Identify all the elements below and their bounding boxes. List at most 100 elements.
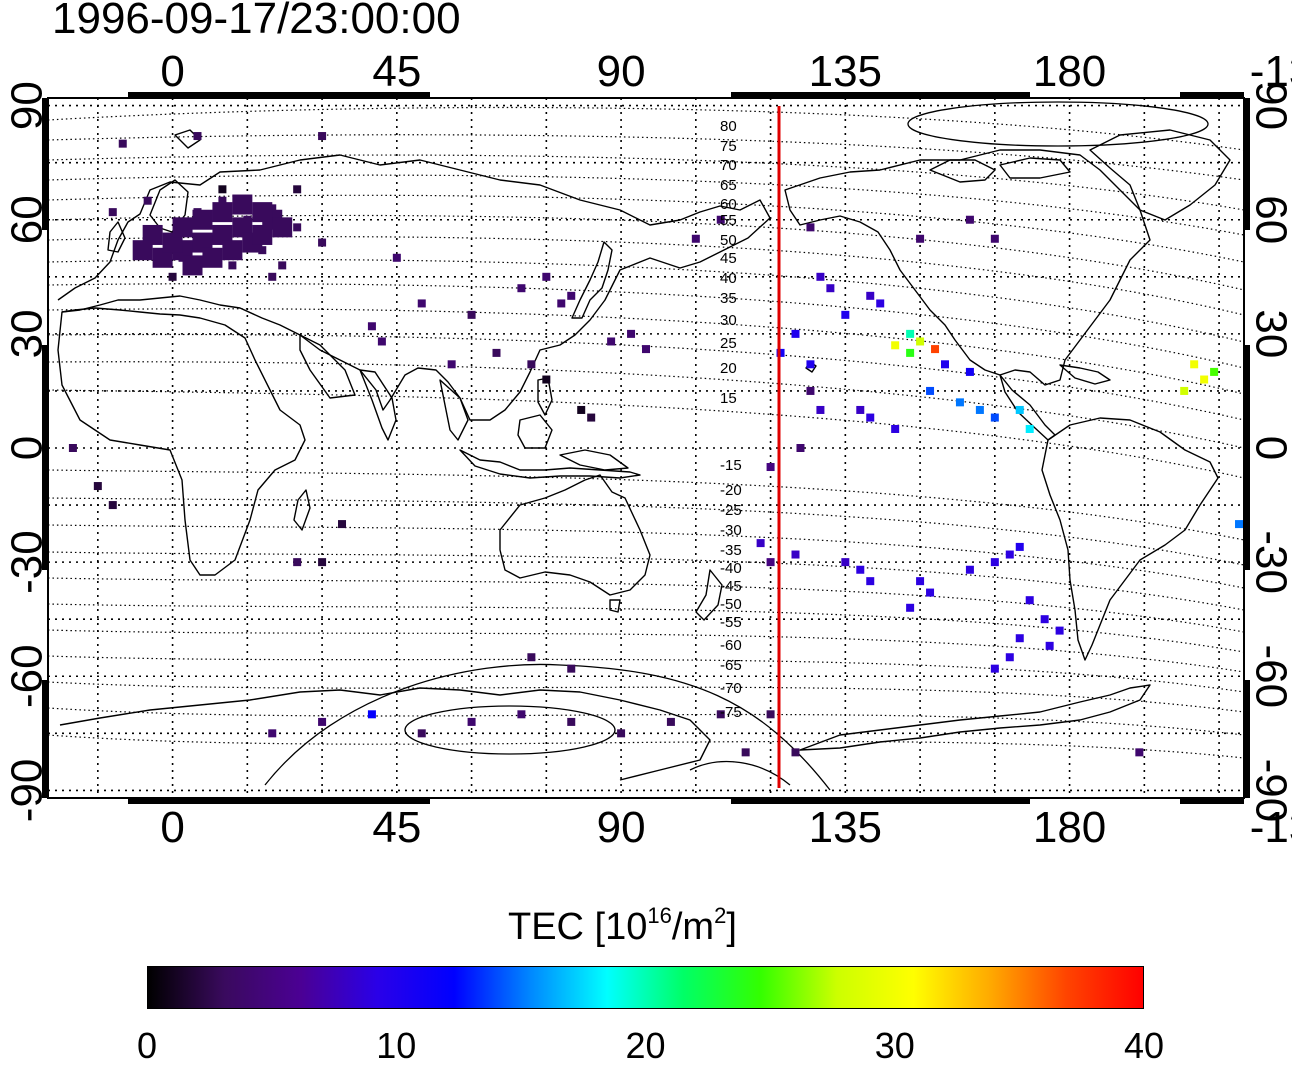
coast-seasia — [439, 379, 469, 441]
tec-point — [876, 299, 885, 308]
coast-india — [359, 369, 397, 441]
frame-bar — [42, 680, 48, 798]
tec-point — [806, 360, 815, 369]
tec-point — [791, 550, 800, 559]
frame-bar — [731, 92, 1030, 98]
frame-bar — [1244, 345, 1250, 570]
tec-point — [567, 717, 576, 726]
tec-point — [756, 539, 765, 548]
tec-point — [766, 710, 775, 719]
tec-point — [567, 664, 576, 673]
tec-point — [926, 588, 935, 597]
magnetic-latitude-labels: 8075706560555045403530252015-15-20-25-30… — [720, 118, 742, 721]
top-longitude-label: 180 — [1033, 47, 1106, 96]
coast-north-america — [784, 149, 1151, 386]
tec-point — [766, 558, 775, 567]
tec-point — [916, 577, 925, 586]
right-latitude-label: 60 — [1246, 195, 1292, 244]
tec-point — [990, 664, 999, 673]
coast-south-america — [1041, 417, 1219, 661]
bottom-longitude-label: 45 — [372, 803, 421, 852]
coast-borneo — [517, 414, 553, 449]
tec-point — [856, 405, 865, 414]
tec-point — [272, 217, 293, 238]
tec-point — [926, 386, 935, 395]
tec-point — [68, 444, 77, 452]
coastlines — [57, 129, 1231, 781]
tec-point — [367, 710, 376, 719]
bottom-longitude-label: 0 — [160, 803, 184, 852]
tec-point — [826, 284, 835, 293]
tec-point — [108, 208, 117, 217]
tec-point — [906, 603, 915, 612]
tec-point — [268, 272, 277, 281]
tec-point — [816, 272, 825, 281]
tec-point — [1040, 615, 1049, 624]
tec-point — [228, 261, 237, 270]
magnetic-latitude-label: -50 — [720, 596, 742, 613]
tec-point — [791, 748, 800, 757]
tec-point — [318, 238, 327, 247]
magnetic-latitude-label: -30 — [720, 522, 742, 539]
left-latitude-label: 60 — [3, 195, 52, 244]
bottom-longitude-label: 135 — [809, 803, 882, 852]
tec-point — [293, 223, 302, 232]
tec-point — [906, 329, 915, 338]
tec-point — [990, 558, 999, 567]
tec-point — [182, 255, 203, 276]
tec-point — [218, 196, 227, 205]
magnetic-latitude-label: 70 — [720, 157, 737, 174]
colorbar-tick-label: 40 — [1123, 1025, 1165, 1066]
tec-point — [1200, 375, 1209, 384]
tec-point — [916, 337, 925, 346]
coast-antarctica — [59, 687, 711, 781]
tec-point — [776, 348, 785, 357]
tec-point — [367, 322, 376, 331]
tec-point — [577, 405, 586, 414]
tec-point — [1135, 748, 1144, 757]
tec-point — [467, 310, 476, 319]
right-latitude-label: -60 — [1246, 644, 1292, 708]
tec-point — [766, 463, 775, 472]
tec-point — [377, 337, 386, 346]
tec-point — [542, 375, 551, 384]
magnetic-latitude-label: 75 — [720, 138, 737, 155]
tec-point — [866, 291, 875, 300]
tec-point — [152, 247, 173, 268]
colorbar-title-exponent: 16 — [647, 903, 672, 928]
tec-point — [162, 232, 183, 253]
tec-point — [741, 748, 750, 757]
colorbar-tick-label: 30 — [874, 1025, 915, 1066]
left-latitude-label: 90 — [3, 81, 52, 130]
tec-point — [796, 444, 805, 452]
tec-point — [193, 132, 202, 141]
colorbar-title-unit-exponent: 2 — [714, 903, 727, 928]
right-latitude-label: 0 — [1246, 436, 1292, 460]
coast-tasmania — [609, 599, 621, 613]
magnetic-latitude-label: 80 — [720, 118, 737, 135]
tec-point — [132, 240, 153, 261]
frame-bar — [1180, 92, 1244, 98]
tec-point — [252, 224, 273, 245]
magnetic-pole-ovals — [264, 101, 1209, 791]
tec-point — [527, 653, 536, 662]
tec-point — [1015, 405, 1024, 414]
magnetic-latitude-label: 50 — [720, 232, 737, 249]
colorbar-tick-label: 10 — [376, 1025, 417, 1066]
tec-map: 8075706560555045403530252015-15-20-25-30… — [3, 47, 1292, 852]
tec-point — [990, 234, 999, 243]
tec-point — [517, 284, 526, 293]
coast-antarctica-east — [799, 684, 1151, 751]
tec-point — [417, 299, 426, 308]
tec-point — [1005, 550, 1014, 559]
magnetic-latitude-label: 35 — [720, 290, 737, 307]
tec-point — [417, 729, 426, 738]
magnetic-latitude-label: -55 — [720, 614, 742, 631]
tec-point — [1015, 542, 1024, 551]
bottom-longitude-label: 180 — [1033, 803, 1106, 852]
tec-point — [587, 413, 596, 422]
coast-arabia — [299, 334, 356, 399]
tec-point — [1190, 360, 1199, 369]
magnetic-latitude-label: -45 — [720, 578, 742, 595]
tec-point — [557, 299, 566, 308]
